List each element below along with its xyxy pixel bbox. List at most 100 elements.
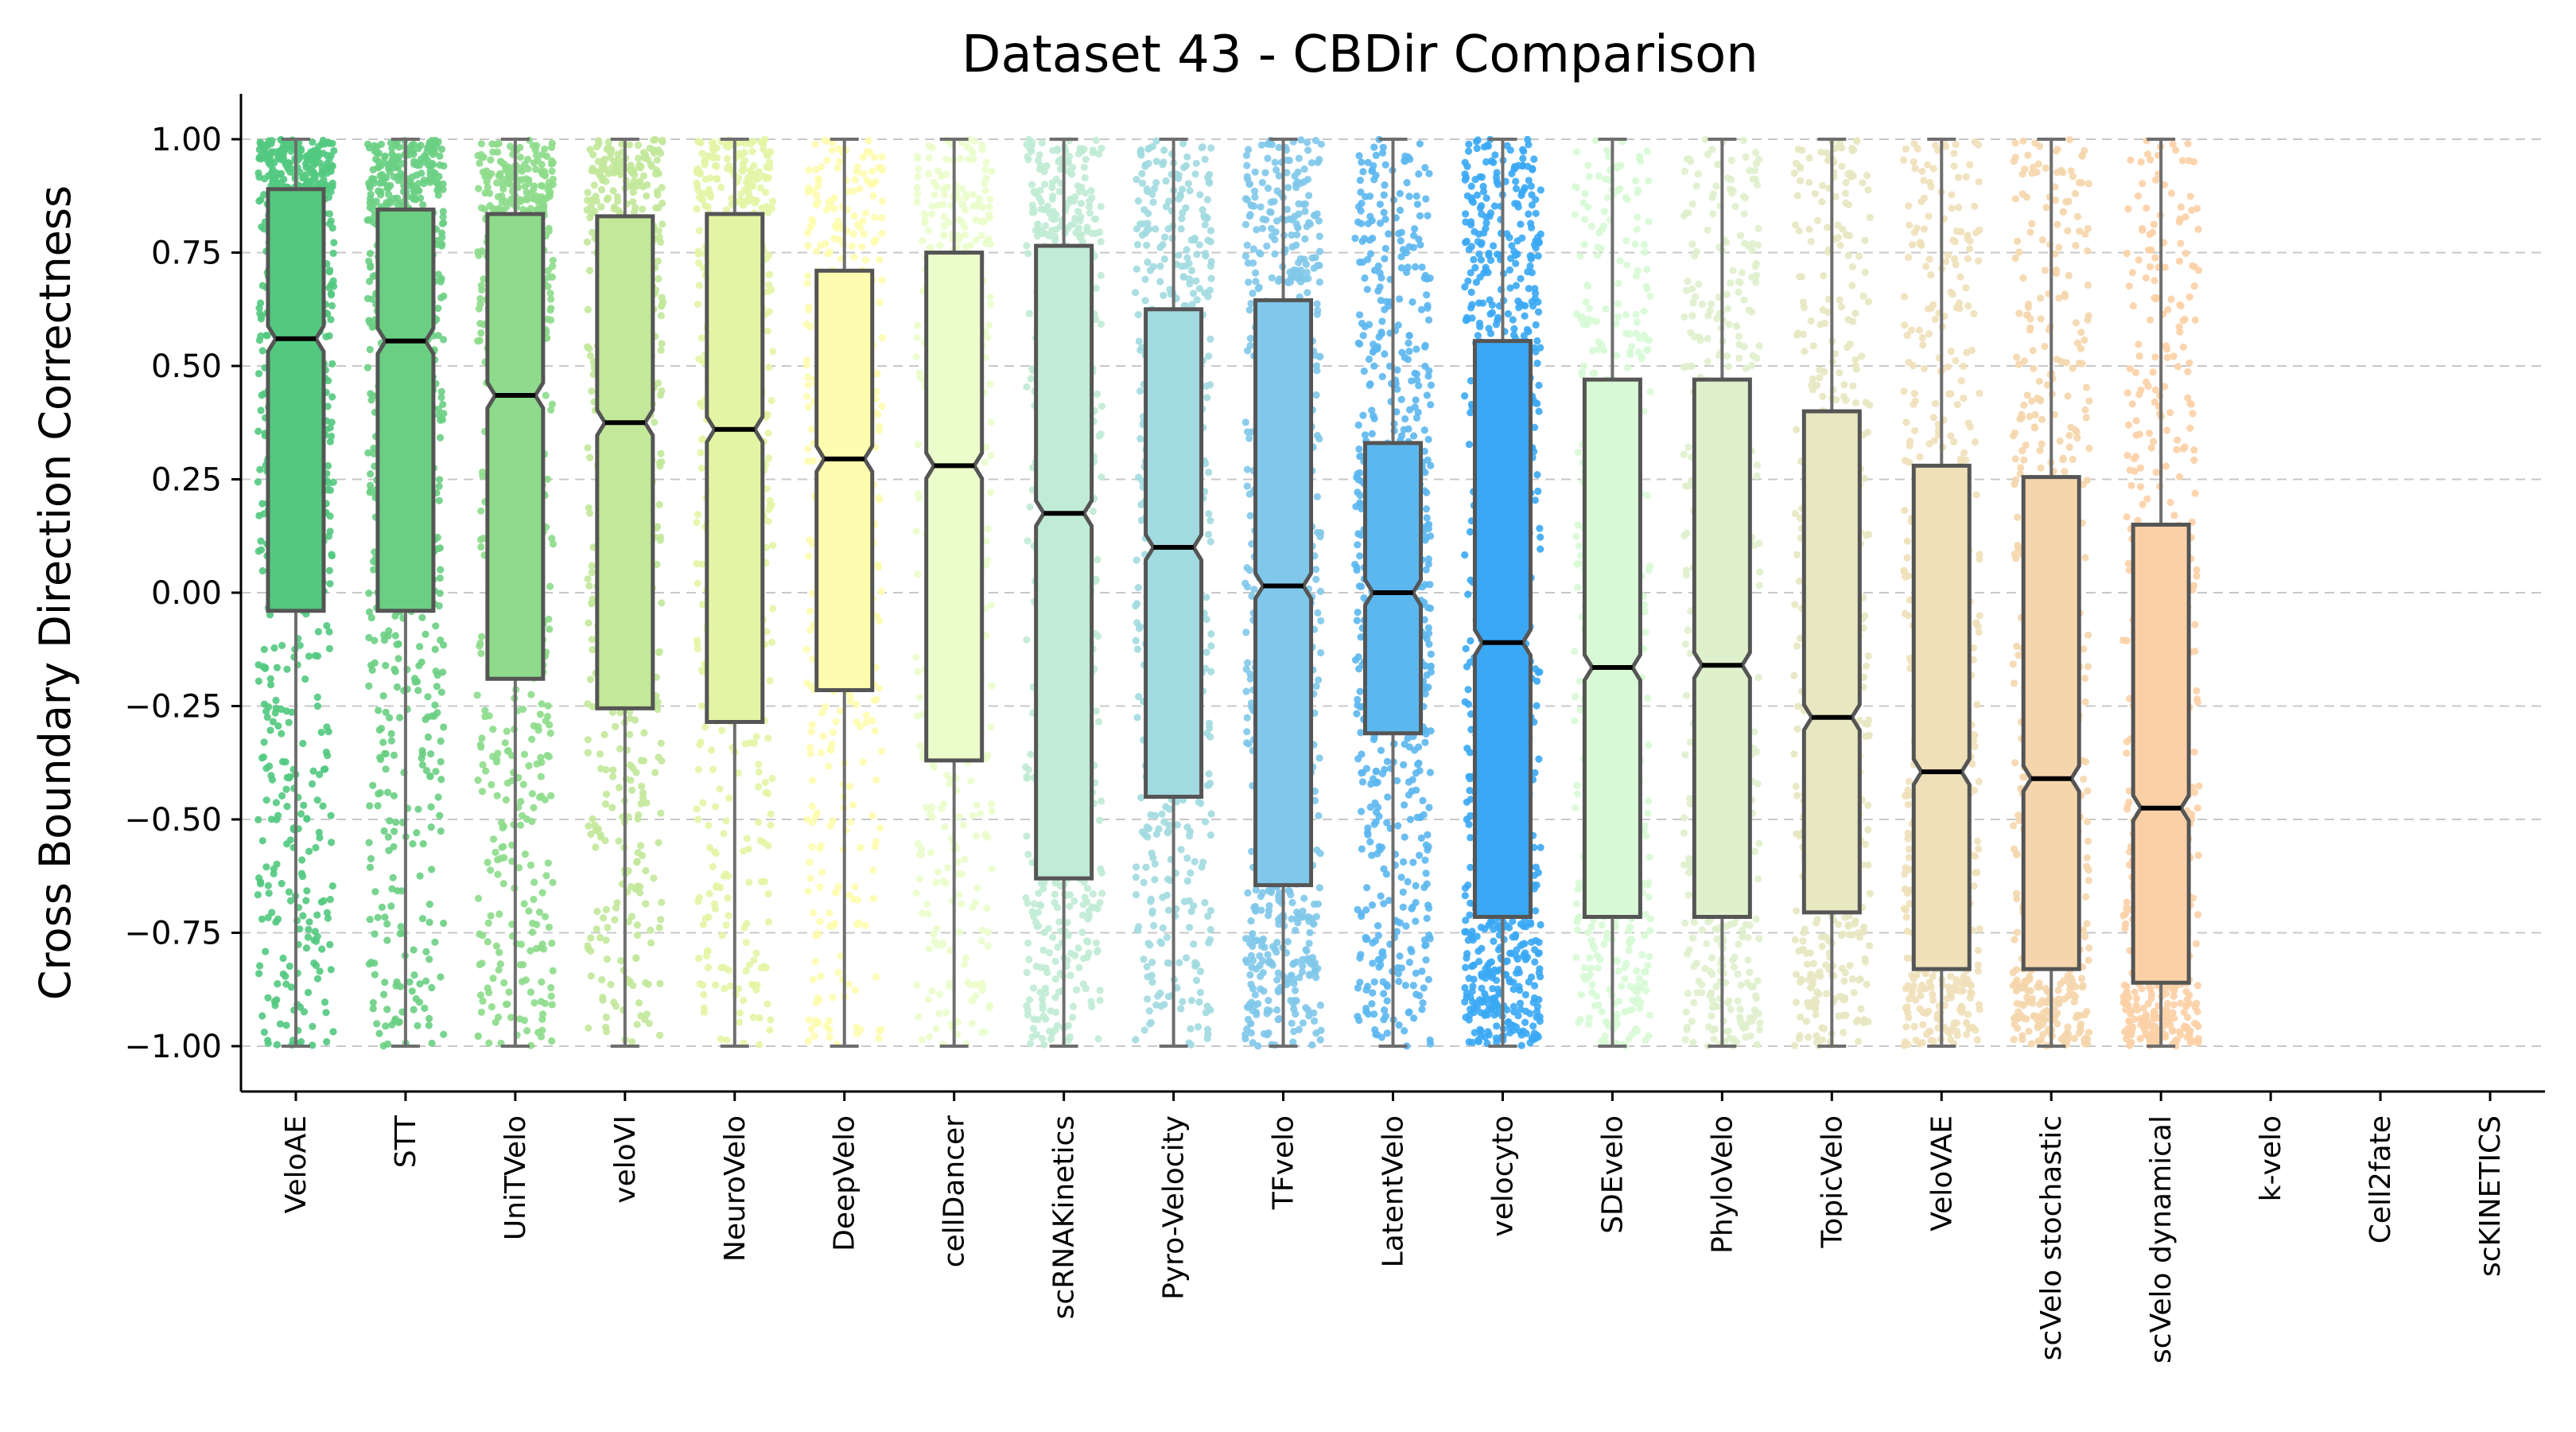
data-point [612,904,620,912]
data-point [1201,899,1209,907]
data-point [1203,394,1211,402]
data-point [658,599,666,607]
data-point [854,220,862,228]
data-point [366,916,374,924]
data-point [484,919,492,927]
data-point [981,1028,989,1036]
data-point [1095,432,1103,440]
data-point [978,986,986,994]
data-point [712,803,720,811]
data-point [272,918,280,926]
data-point [257,315,265,323]
data-point [763,1000,771,1008]
data-point [829,994,837,1002]
data-point [325,628,333,636]
data-point [725,966,732,975]
data-point [755,761,763,769]
data-point [1024,1011,1032,1019]
data-point [427,803,435,811]
data-point [1164,906,1173,914]
data-point [260,738,268,746]
data-point [804,403,812,411]
data-point [258,500,266,508]
data-point [1150,921,1158,930]
data-point [437,737,445,745]
data-point [766,1026,774,1034]
data-point [276,1020,285,1028]
data-point [830,235,838,243]
data-point [697,138,705,146]
data-point [1156,263,1164,270]
data-point [520,750,529,758]
data-point [608,708,617,716]
data-point [383,920,391,928]
data-point [1183,954,1191,962]
data-point [704,963,713,971]
data-point [1043,202,1051,210]
data-point [946,947,954,955]
data-point [257,537,265,545]
data-point [304,988,313,997]
data-point [767,286,775,294]
data-point [637,1012,645,1020]
data-point [547,295,555,303]
data-point [595,140,603,148]
data-point [370,566,378,574]
data-point [325,267,334,274]
data-point [862,718,870,726]
data-point [763,327,772,335]
data-point [1206,335,1214,343]
data-point [752,949,760,957]
data-point [636,883,644,891]
data-point [986,380,994,388]
data-point [326,580,334,588]
data-point [810,909,818,916]
data-point [267,815,275,823]
data-point [537,753,545,761]
data-point [537,1033,546,1041]
data-point [387,737,395,745]
data-point [328,224,336,232]
data-point [323,621,331,630]
data-point [434,184,443,192]
data-point [1094,718,1103,726]
data-point [1052,1008,1060,1017]
data-point [329,1028,337,1036]
data-point [936,241,944,250]
data-point [436,152,444,160]
data-point [326,424,334,432]
data-point [875,1034,883,1042]
data-point [543,475,552,483]
data-point [655,500,663,509]
data-point [499,181,507,189]
data-point [1084,938,1092,946]
data-point [633,932,642,940]
data-point [546,625,554,633]
data-point [924,910,932,918]
data-point [693,519,701,527]
data-point [698,666,706,674]
data-point [430,712,438,720]
data-point [836,707,844,715]
data-point [422,977,430,985]
data-point [698,150,706,158]
data-point [366,802,374,810]
data-point [324,403,332,411]
data-point [263,713,271,722]
data-point [375,1029,383,1037]
data-point [1187,1025,1195,1033]
data-point [313,975,322,983]
data-point [479,932,487,940]
data-point [498,158,506,166]
data-point [370,444,378,453]
data-point [549,540,558,548]
data-point [697,334,706,342]
data-point [764,890,772,898]
data-point [364,449,372,457]
data-point [804,445,812,453]
data-point [1163,933,1171,941]
data-point [1096,986,1104,994]
data-point [1068,170,1076,178]
data-point [392,163,400,172]
data-point [1140,955,1148,963]
